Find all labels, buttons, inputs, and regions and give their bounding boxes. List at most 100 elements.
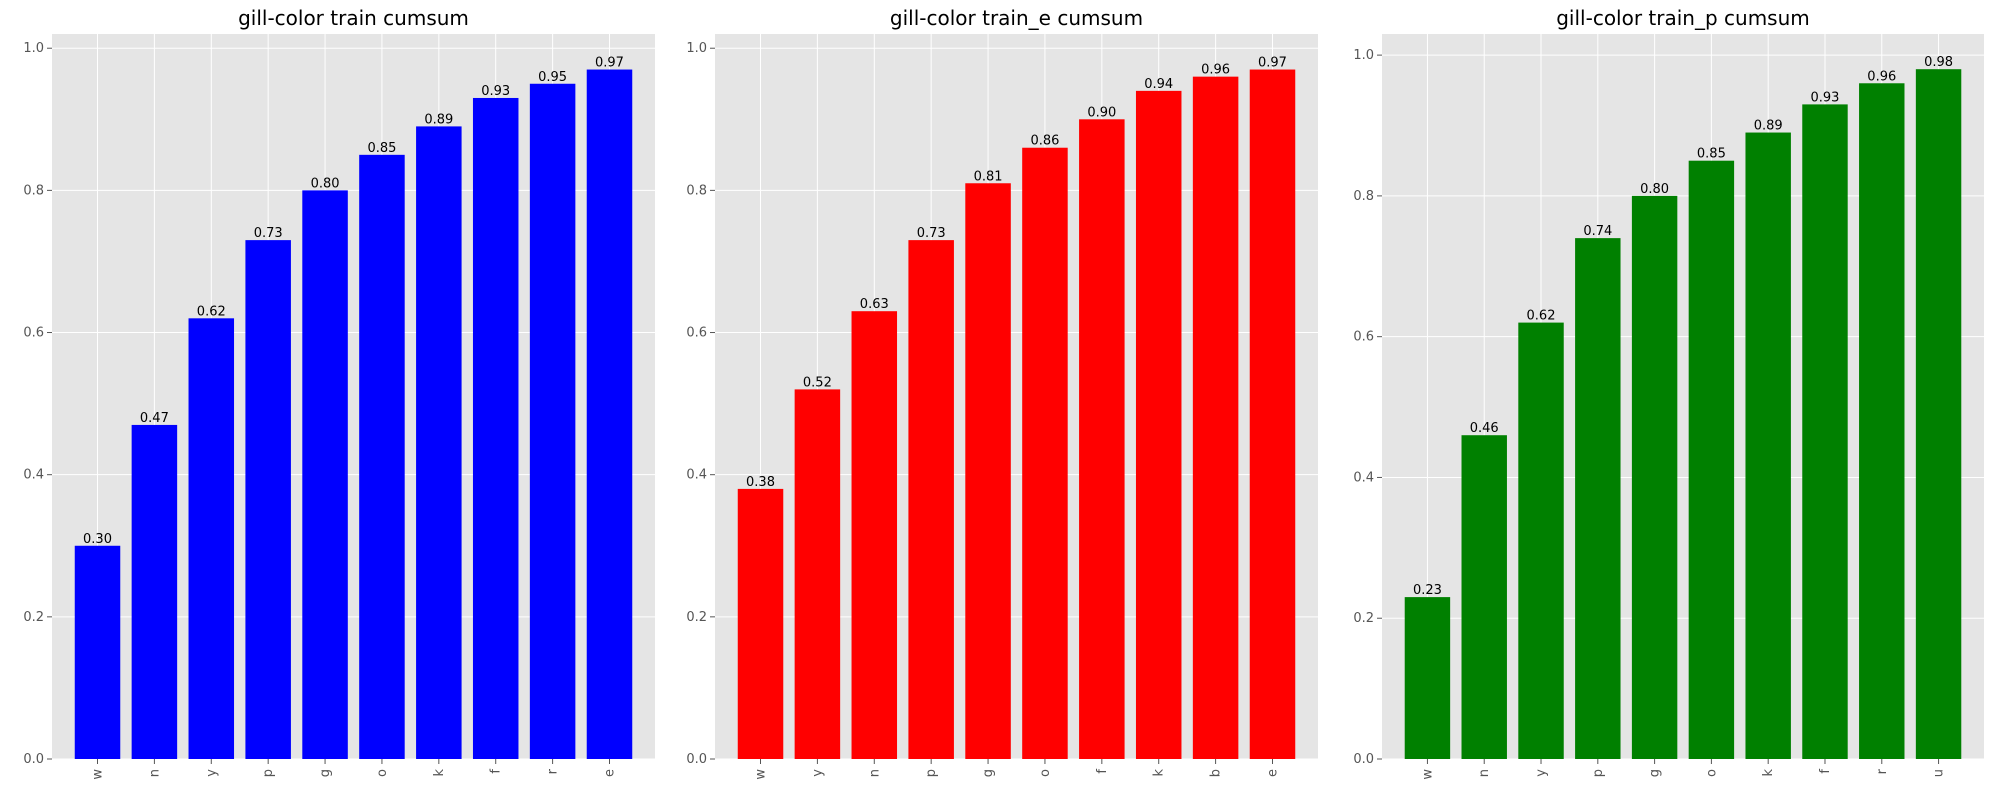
bar-value-label: 0.80 (311, 176, 340, 191)
bar-p (908, 240, 954, 760)
bar-g (302, 190, 348, 759)
bar-value-label: 0.46 (1470, 421, 1499, 436)
y-tick-label: 0.2 (686, 610, 707, 625)
bar-n (1461, 435, 1507, 759)
x-tick-label: k (1761, 769, 1776, 777)
x-tick-label: r (1875, 768, 1890, 774)
bar-g (965, 183, 1011, 759)
x-tick-label: y (1534, 769, 1549, 777)
chart-title: gill-color train_e cumsum (890, 6, 1143, 30)
bar-w (74, 545, 121, 759)
x-tick-label: o (1038, 769, 1053, 777)
chart-panel-3: 0.0 0.2 0.4 0.6 0.8 1.0 0.23 w 0.46 n 0.62 y 0.74 p 0.… (1353, 6, 1984, 780)
bar-n (851, 311, 898, 759)
bar-value-label: 0.74 (1583, 224, 1612, 239)
bar-value-label: 0.73 (917, 226, 946, 241)
y-tick-label: 0.8 (1353, 189, 1374, 204)
y-tick-label: 0.8 (686, 183, 707, 198)
bar-value-label: 0.90 (1087, 105, 1116, 120)
bar-value-label: 0.80 (1640, 182, 1669, 197)
x-tick-label: o (1704, 769, 1719, 777)
y-tick-label: 0.6 (1353, 330, 1374, 345)
bar-f (1079, 119, 1125, 759)
x-tick-label: w (91, 769, 106, 780)
bar-e (586, 69, 633, 760)
x-tick-label: p (924, 769, 939, 777)
bar-u (1915, 69, 1962, 760)
bar-f (472, 97, 519, 760)
bar-r (1859, 83, 1905, 759)
x-tick-label: o (375, 769, 390, 777)
y-tick-label: 0.0 (23, 752, 44, 767)
bar-o (1022, 147, 1068, 760)
bar-value-label: 0.95 (538, 70, 567, 85)
bar-value-label: 0.96 (1201, 63, 1230, 78)
x-tick-label: n (1477, 769, 1492, 777)
bar-value-label: 0.62 (197, 304, 226, 319)
x-tick-label: n (147, 769, 162, 777)
bar-value-label: 0.98 (1924, 55, 1953, 70)
x-tick-label: e (602, 769, 617, 777)
x-tick-label: g (981, 769, 996, 777)
y-tick-label: 0.4 (23, 468, 44, 483)
y-tick-label: 1.0 (1353, 48, 1374, 63)
x-tick-label: k (1152, 769, 1167, 777)
bar-y (794, 389, 841, 759)
chart-title: gill-color train cumsum (238, 6, 469, 30)
y-tick-label: 1.0 (23, 41, 44, 56)
bar-value-label: 0.62 (1527, 309, 1556, 324)
bar-value-label: 0.89 (424, 112, 453, 127)
x-tick-label: y (204, 769, 219, 777)
x-tick-label: r (546, 768, 561, 774)
bar-value-label: 0.97 (595, 56, 624, 71)
y-tick-label: 1.0 (686, 41, 707, 56)
bar-k (1135, 90, 1182, 760)
bar-value-label: 0.81 (974, 169, 1003, 184)
bar-y (1518, 322, 1564, 759)
bar-value-label: 0.23 (1413, 583, 1442, 598)
chart-panel-1: 0.0 0.2 0.4 0.6 0.8 1.0 0.30 w 0.47 n 0.62 y 0.73 p 0.… (23, 6, 655, 780)
bar-y (188, 318, 235, 759)
bar-w (1404, 597, 1451, 759)
x-tick-label: w (754, 769, 769, 780)
y-tick-label: 0.8 (23, 183, 44, 198)
bar-value-label: 0.97 (1258, 56, 1287, 71)
bar-o (359, 154, 405, 760)
x-tick-label: f (489, 769, 504, 774)
bar-p (1575, 238, 1621, 759)
x-tick-label: b (1209, 769, 1224, 777)
x-tick-label: u (1932, 769, 1947, 777)
y-tick-label: 0.2 (1353, 611, 1374, 626)
bar-g (1631, 195, 1678, 760)
x-tick-label: w (1420, 769, 1435, 780)
bar-value-label: 0.47 (140, 411, 169, 426)
bar-value-label: 0.93 (1811, 90, 1840, 105)
bar-value-label: 0.85 (1697, 147, 1726, 162)
bar-value-label: 0.85 (367, 141, 396, 156)
y-tick-label: 0.6 (23, 326, 44, 341)
bar-w (737, 488, 784, 759)
y-tick-label: 0.4 (1353, 470, 1374, 485)
bar-k (1745, 132, 1791, 759)
x-tick-label: p (1591, 769, 1606, 777)
chart-title: gill-color train_p cumsum (1556, 6, 1810, 30)
bar-value-label: 0.63 (860, 297, 889, 312)
y-tick-label: 0.6 (686, 326, 707, 341)
bar-k (416, 126, 462, 759)
bar-value-label: 0.30 (83, 532, 112, 547)
bar-f (1802, 104, 1848, 759)
x-tick-label: f (1095, 769, 1110, 774)
chart-panel-2: 0.0 0.2 0.4 0.6 0.8 1.0 0.38 w 0.52 y 0.63 n 0.73 p 0.… (686, 6, 1318, 780)
bar-value-label: 0.38 (746, 475, 775, 490)
y-tick-label: 0.0 (686, 752, 707, 767)
x-tick-label: y (810, 769, 825, 777)
bar-value-label: 0.52 (803, 375, 832, 390)
x-tick-label: p (261, 769, 276, 777)
bar-value-label: 0.73 (254, 226, 283, 241)
bar-p (245, 240, 291, 760)
bar-value-label: 0.96 (1867, 69, 1896, 84)
bar-value-label: 0.94 (1144, 77, 1173, 92)
bar-e (1249, 69, 1296, 760)
bar-o (1688, 160, 1735, 759)
